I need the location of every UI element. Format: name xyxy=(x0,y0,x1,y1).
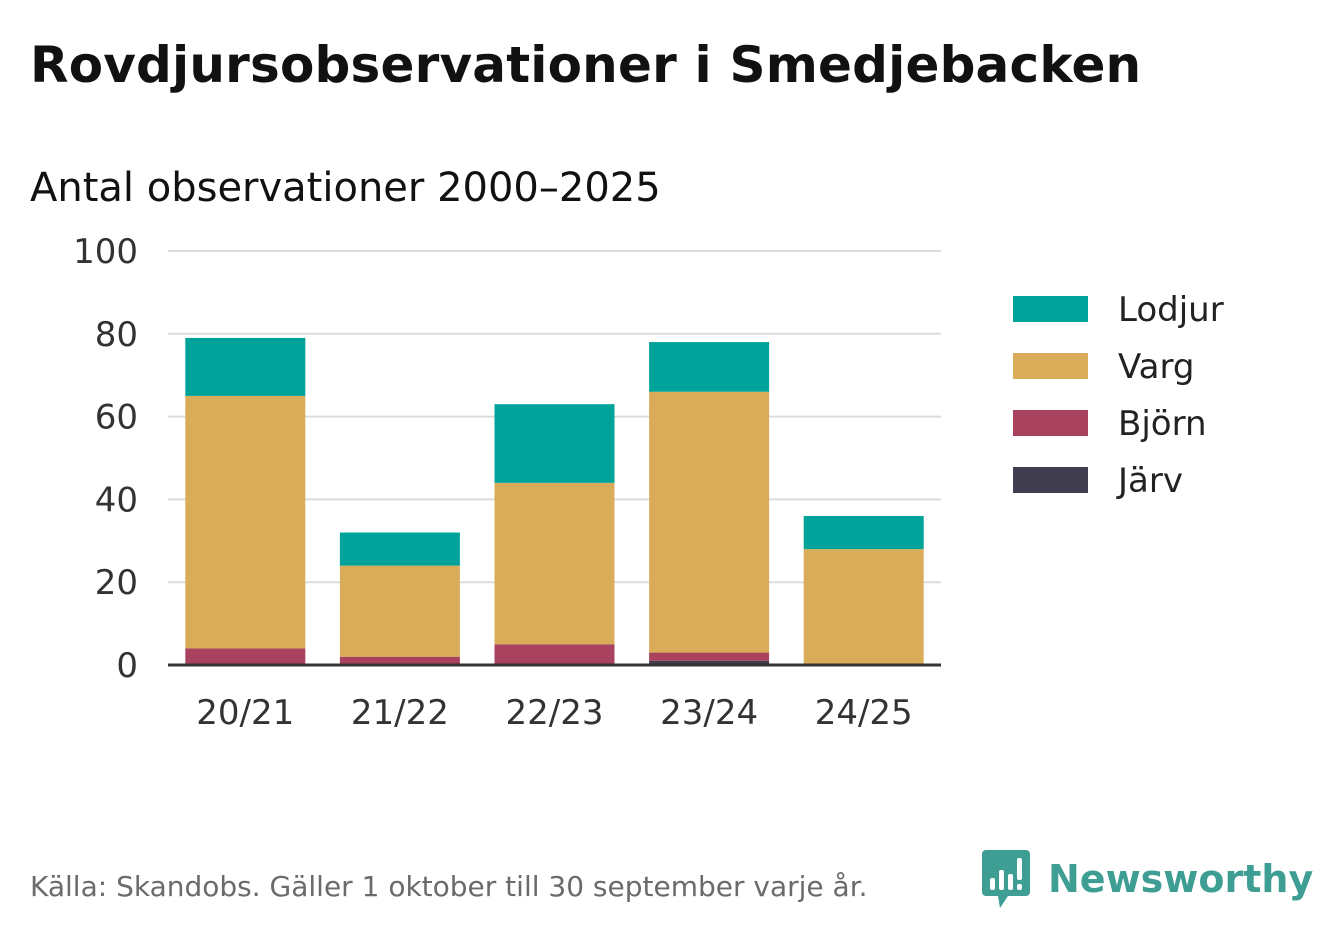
legend-label-varg: Varg xyxy=(1118,347,1194,387)
x-tick-label: 21/22 xyxy=(351,693,449,733)
x-tick-label: 20/21 xyxy=(196,693,294,733)
legend: Lodjur Varg Björn Järv xyxy=(1013,290,1224,501)
bar-varg-23-24 xyxy=(649,391,770,653)
bar-björn-20-21 xyxy=(185,648,306,665)
legend-swatch-björn xyxy=(1013,410,1088,436)
brand-name: Newsworthy xyxy=(1048,857,1314,901)
legend-label-björn: Björn xyxy=(1118,404,1207,444)
bar-varg-20-21 xyxy=(185,395,306,649)
bar-björn-21-22 xyxy=(339,656,460,665)
x-tick-label: 24/25 xyxy=(815,693,913,733)
bar-varg-22-23 xyxy=(494,482,615,645)
bar-björn-23-24 xyxy=(649,652,770,661)
bar-varg-21-22 xyxy=(339,565,460,657)
bar-lodjur-21-22 xyxy=(339,532,460,566)
bar-lodjur-22-23 xyxy=(494,404,615,483)
y-tick-label: 60 xyxy=(95,398,138,438)
bar-järv-23-24 xyxy=(649,660,770,665)
bar-lodjur-24-25 xyxy=(803,515,924,550)
y-tick-label: 40 xyxy=(95,480,138,520)
chart-title: Rovdjursobservationer i Smedjebacken xyxy=(30,36,1142,94)
y-tick-label: 100 xyxy=(73,232,138,272)
legend-label-lodjur: Lodjur xyxy=(1118,290,1224,330)
x-tick-label: 22/23 xyxy=(506,693,604,733)
newsworthy-logo-icon xyxy=(982,850,1030,908)
bar-varg-24-25 xyxy=(803,549,924,665)
legend-swatch-järv xyxy=(1013,467,1088,493)
newsworthy-brand[interactable]: Newsworthy xyxy=(982,848,1313,910)
source-note: Källa: Skandobs. Gäller 1 oktober till 3… xyxy=(30,870,868,903)
axes: 0 20 40 60 80 100 20/21 21/22 22/23 23/24 24/25 xyxy=(73,232,941,733)
x-tick-label: 23/24 xyxy=(660,693,758,733)
stacked-bar-chart: 0 20 40 60 80 100 20/21 21/22 22/23 23/24 24/25 Lo… xyxy=(73,232,1224,733)
bar-björn-22-23 xyxy=(494,644,615,665)
legend-swatch-lodjur xyxy=(1013,296,1088,322)
bars xyxy=(185,337,924,665)
y-tick-label: 20 xyxy=(95,563,138,603)
y-tick-label: 80 xyxy=(95,315,138,355)
y-tick-label: 0 xyxy=(116,646,138,686)
chart-subtitle: Antal observationer 2000–2025 xyxy=(30,165,661,211)
bar-lodjur-20-21 xyxy=(185,337,306,396)
bar-lodjur-23-24 xyxy=(649,342,770,392)
legend-swatch-varg xyxy=(1013,353,1088,379)
legend-label-järv: Järv xyxy=(1116,461,1183,501)
